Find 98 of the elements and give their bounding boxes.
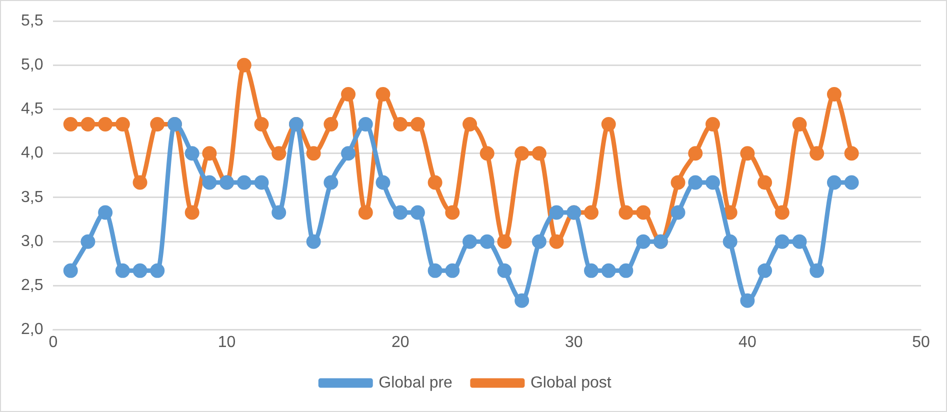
y-tick-label: 4,5	[20, 100, 44, 118]
point	[722, 234, 738, 249]
x-tick-label: 30	[565, 334, 583, 351]
point	[376, 175, 390, 190]
x-tick-label: 40	[738, 334, 756, 351]
point	[758, 263, 772, 278]
point	[393, 116, 408, 132]
point	[774, 234, 790, 249]
point	[636, 205, 651, 220]
point	[826, 175, 842, 190]
point	[115, 263, 130, 278]
point	[236, 58, 252, 72]
point	[115, 116, 130, 132]
point	[98, 116, 113, 132]
point	[184, 205, 200, 220]
point	[63, 263, 78, 278]
legend-label: Global post	[530, 374, 612, 392]
point	[670, 175, 686, 190]
point	[705, 116, 720, 132]
point	[254, 175, 269, 190]
point	[497, 263, 512, 278]
x-tick-label: 0	[48, 334, 58, 351]
point	[428, 263, 442, 278]
point	[410, 205, 425, 220]
point	[705, 175, 720, 190]
point	[844, 175, 859, 190]
point	[393, 205, 408, 220]
point	[98, 205, 113, 220]
point	[254, 116, 269, 132]
point	[80, 116, 96, 132]
point	[584, 263, 598, 278]
point	[601, 263, 616, 278]
y-tick-label: 3,5	[20, 188, 44, 206]
point	[410, 116, 425, 132]
point	[80, 234, 96, 249]
point	[341, 86, 356, 102]
point	[480, 234, 494, 249]
point	[202, 146, 217, 161]
point	[601, 116, 616, 132]
point	[549, 234, 564, 249]
point	[826, 86, 842, 102]
point	[324, 175, 338, 190]
point	[236, 175, 252, 190]
point	[810, 263, 824, 278]
point	[462, 116, 478, 132]
point	[514, 146, 530, 161]
point	[774, 205, 790, 220]
point	[445, 263, 460, 278]
point	[618, 263, 634, 278]
point	[324, 116, 338, 132]
point	[792, 116, 807, 132]
y-tick-label: 4,0	[20, 144, 44, 162]
y-tick-label: 5,5	[20, 12, 44, 30]
point	[688, 146, 703, 161]
point	[584, 205, 598, 220]
point	[445, 205, 460, 220]
point	[514, 293, 530, 308]
y-tick-label: 5,0	[20, 56, 44, 74]
point	[810, 146, 824, 161]
point	[358, 116, 373, 132]
y-tick-label: 3,0	[20, 232, 44, 250]
point	[376, 86, 390, 102]
point	[722, 205, 738, 220]
point	[792, 234, 807, 249]
point	[670, 205, 686, 220]
x-tick-label: 50	[912, 334, 930, 351]
point	[497, 234, 512, 249]
point	[306, 234, 321, 249]
point	[132, 263, 148, 278]
point	[462, 234, 478, 249]
point	[150, 263, 165, 278]
point	[428, 175, 442, 190]
point	[150, 116, 165, 132]
point	[740, 146, 755, 161]
point	[532, 146, 546, 161]
point	[480, 146, 494, 161]
point	[532, 234, 546, 249]
point	[306, 146, 321, 161]
point	[740, 293, 755, 308]
point	[636, 234, 651, 249]
x-tick-label: 10	[218, 334, 236, 351]
point	[844, 146, 859, 161]
point	[358, 205, 373, 220]
point	[132, 175, 148, 190]
point	[272, 146, 286, 161]
point	[202, 175, 217, 190]
point	[618, 205, 634, 220]
point	[758, 175, 772, 190]
point	[341, 146, 356, 161]
legend-label: Global pre	[378, 374, 453, 392]
x-tick-label: 20	[391, 334, 410, 351]
y-tick-label: 2,0	[20, 321, 44, 338]
point	[549, 205, 564, 220]
point	[272, 205, 286, 220]
y-tick-label: 2,5	[20, 277, 44, 294]
point	[184, 146, 200, 161]
point	[688, 175, 703, 190]
point	[63, 116, 78, 132]
